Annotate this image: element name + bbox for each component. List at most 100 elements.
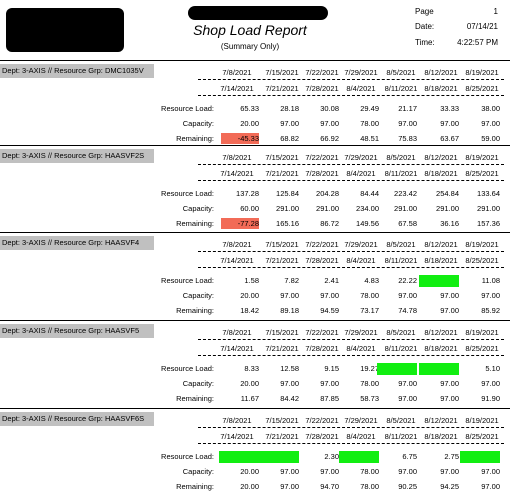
remaining-value: 97.00 <box>440 306 459 315</box>
week-end-date: 8/25/2021 <box>465 344 499 353</box>
section-divider <box>0 320 510 321</box>
remaining-value: 91.90 <box>481 394 500 403</box>
remaining-value: 74.78 <box>398 306 417 315</box>
week-end-date: 8/18/2021 <box>424 84 458 93</box>
dashed-separator <box>198 339 504 340</box>
week-start-date: 8/5/2021 <box>386 328 416 337</box>
load-value: 8.33 <box>244 364 259 373</box>
week-end-date: 8/4/2021 <box>346 169 376 178</box>
capacity-value: 97.00 <box>280 467 299 476</box>
week-start-date: 8/5/2021 <box>386 416 416 425</box>
remaining-value: -77.28 <box>221 218 259 229</box>
dept-resource-label: Dept: 3-AXIS // Resource Grp: HAASVF6S <box>0 412 154 426</box>
week-end-date: 7/21/2021 <box>265 84 299 93</box>
capacity-value: 78.00 <box>360 291 379 300</box>
redacted-company-name <box>188 6 328 20</box>
capacity-value: 97.00 <box>320 467 339 476</box>
week-start-date: 7/8/2021 <box>222 240 252 249</box>
capacity-value: 97.00 <box>398 467 417 476</box>
week-start-date: 7/8/2021 <box>222 68 252 77</box>
week-start-date: 7/22/2021 <box>305 416 339 425</box>
week-start-date: 7/15/2021 <box>265 240 299 249</box>
remaining-value: 97.00 <box>398 394 417 403</box>
load-value <box>419 363 459 375</box>
dashed-separator <box>198 79 504 80</box>
week-end-date: 8/11/2021 <box>384 84 418 93</box>
load-value: 38.00 <box>481 104 500 113</box>
week-end-date: 8/18/2021 <box>424 344 458 353</box>
load-value: 30.08 <box>320 104 339 113</box>
section-divider <box>0 60 510 61</box>
dashed-separator <box>198 164 504 165</box>
week-end-date: 7/28/2021 <box>305 256 339 265</box>
dashed-separator <box>198 251 504 252</box>
load-value: 11.08 <box>481 276 500 285</box>
week-end-date: 7/21/2021 <box>265 432 299 441</box>
capacity-value: 291.00 <box>394 204 417 213</box>
load-row-label: Resource Load: <box>161 276 214 285</box>
remaining-value: 67.58 <box>398 219 417 228</box>
week-start-date: 7/29/2021 <box>344 416 378 425</box>
week-start-date: 8/19/2021 <box>465 416 499 425</box>
load-value: 9.15 <box>324 364 339 373</box>
page-label: Page <box>415 7 434 16</box>
dashed-separator <box>198 427 504 428</box>
dept-resource-label: Dept: 3-AXIS // Resource Grp: HAASVF4 <box>0 236 154 250</box>
load-value: 204.28 <box>316 189 339 198</box>
week-start-date: 7/22/2021 <box>305 153 339 162</box>
load-value <box>460 451 500 463</box>
load-value <box>259 451 299 463</box>
load-value: 19.27 <box>360 364 379 373</box>
week-end-date: 7/21/2021 <box>265 169 299 178</box>
date-label: Date: <box>415 22 435 31</box>
week-end-date: 7/21/2021 <box>265 256 299 265</box>
capacity-value: 97.00 <box>398 379 417 388</box>
dashed-separator <box>198 267 504 268</box>
capacity-value: 291.00 <box>316 204 339 213</box>
week-start-date: 7/15/2021 <box>265 153 299 162</box>
week-end-date: 7/28/2021 <box>305 344 339 353</box>
week-end-date: 7/14/2021 <box>220 169 254 178</box>
week-start-date: 8/19/2021 <box>465 328 499 337</box>
week-end-date: 8/4/2021 <box>346 256 376 265</box>
capacity-value: 78.00 <box>360 119 379 128</box>
week-end-date: 8/11/2021 <box>384 169 418 178</box>
load-value: 65.33 <box>240 104 259 113</box>
remaining-row-label: Remaining: <box>176 306 214 315</box>
report-date: 07/14/21 <box>466 22 498 31</box>
remaining-value: 90.25 <box>398 482 417 491</box>
report-title: Shop Load Report <box>193 22 307 38</box>
load-value: 12.58 <box>280 364 299 373</box>
capacity-value: 97.00 <box>481 379 500 388</box>
capacity-row-label: Capacity: <box>182 467 214 476</box>
capacity-value: 291.00 <box>436 204 459 213</box>
week-start-date: 8/5/2021 <box>386 153 416 162</box>
remaining-value: 89.18 <box>280 306 299 315</box>
capacity-value: 291.00 <box>276 204 299 213</box>
capacity-value: 234.00 <box>356 204 379 213</box>
week-end-date: 8/4/2021 <box>346 84 376 93</box>
load-row-label: Resource Load: <box>161 452 214 461</box>
capacity-value: 97.00 <box>440 291 459 300</box>
remaining-value: 18.42 <box>240 306 259 315</box>
remaining-value: 85.92 <box>481 306 500 315</box>
week-end-date: 8/4/2021 <box>346 344 376 353</box>
dashed-separator <box>198 443 504 444</box>
remaining-value: 94.25 <box>440 482 459 491</box>
remaining-value: 68.82 <box>280 134 299 143</box>
week-start-date: 8/12/2021 <box>424 240 458 249</box>
week-end-date: 8/11/2021 <box>384 432 418 441</box>
remaining-value: 165.16 <box>276 219 299 228</box>
load-value: 21.17 <box>398 104 417 113</box>
capacity-value: 97.00 <box>280 379 299 388</box>
week-start-date: 7/22/2021 <box>305 240 339 249</box>
remaining-value: 20.00 <box>240 482 259 491</box>
load-value: 125.84 <box>276 189 299 198</box>
resource-group-section: Dept: 3-AXIS // Resource Grp: HAASVF2S 7/… <box>0 145 510 229</box>
week-end-date: 7/14/2021 <box>220 256 254 265</box>
section-divider <box>0 145 510 146</box>
remaining-value: 73.17 <box>360 306 379 315</box>
week-end-date: 8/25/2021 <box>465 432 499 441</box>
load-value: 2.30 <box>324 452 339 461</box>
week-end-date: 7/28/2021 <box>305 84 339 93</box>
